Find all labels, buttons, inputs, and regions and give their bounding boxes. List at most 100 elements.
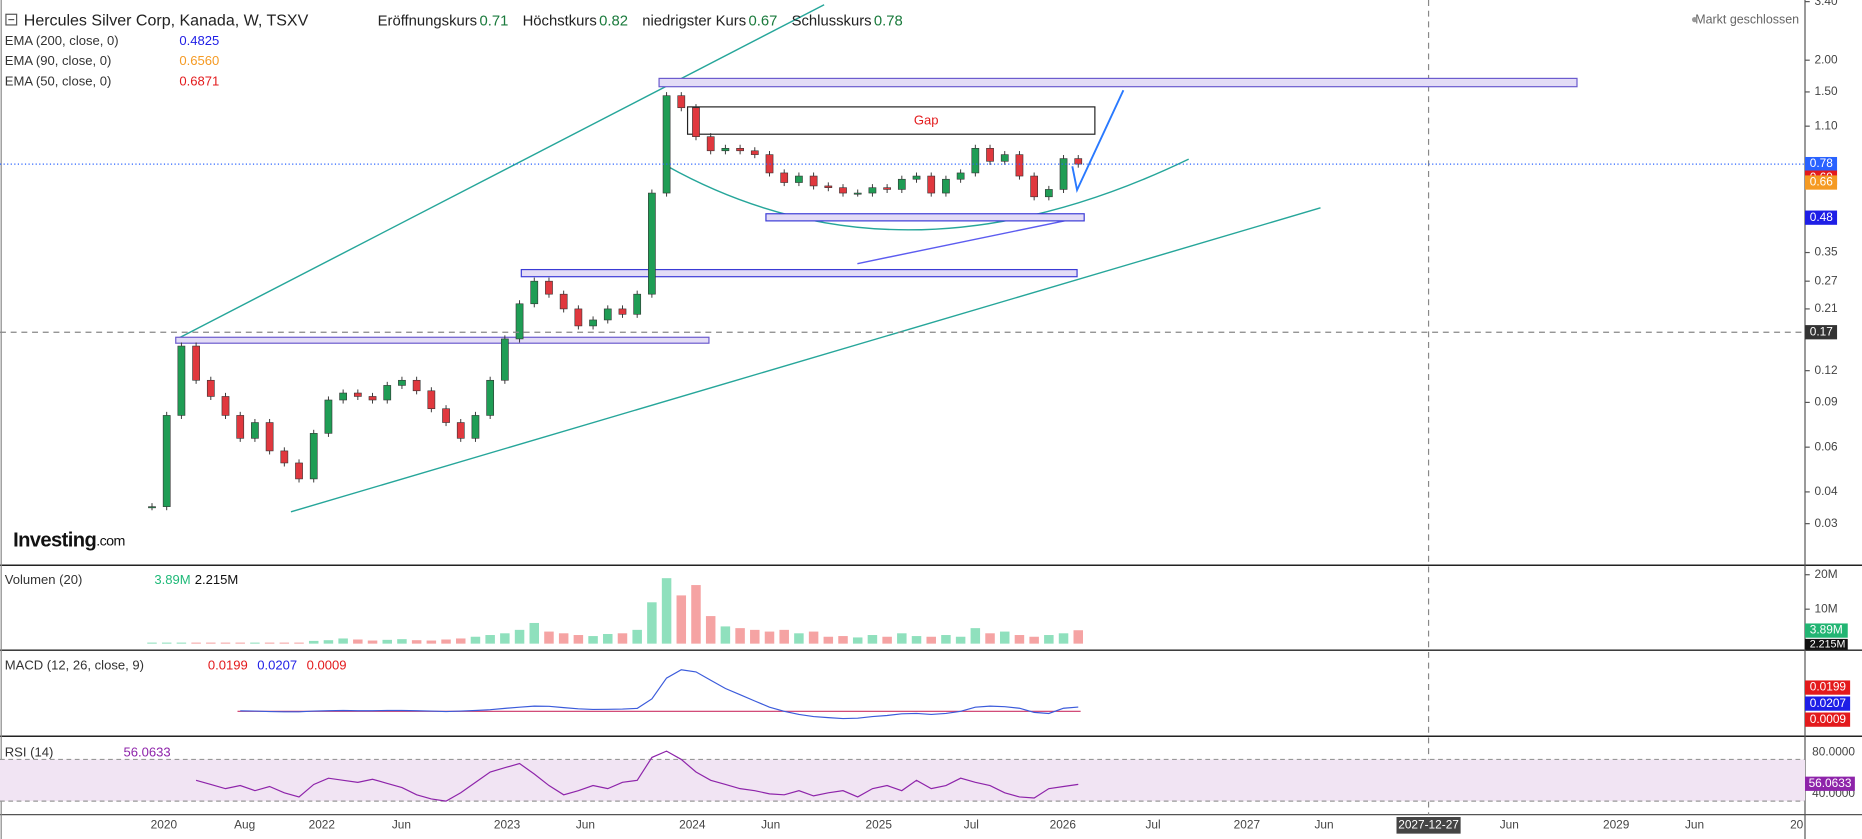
crosshair-date-tag — [1396, 817, 1461, 834]
indicator-label: EMA (200, close, 0) — [5, 33, 119, 48]
candle-body — [368, 396, 377, 401]
candle-body — [868, 187, 877, 194]
y-tick-label: 0.04 — [1815, 484, 1838, 498]
candle-body — [427, 390, 436, 410]
candle-body — [1059, 158, 1068, 190]
y-tick-label: 80.0000 — [1812, 744, 1855, 758]
candle-body — [530, 280, 539, 305]
macd-line — [240, 669, 1079, 720]
volume-bar — [470, 636, 481, 644]
price-tag — [1805, 156, 1838, 172]
x-tick-label: 20 — [1790, 817, 1804, 831]
macd-value: 0.0207 — [257, 658, 297, 673]
volume-bar — [191, 642, 201, 644]
volume-bar — [397, 639, 407, 644]
volume-bar — [485, 635, 495, 644]
candle-body — [942, 178, 950, 194]
volume-bar — [235, 642, 245, 644]
macd-tag-label: 0.0207 — [1810, 696, 1846, 710]
volume-tag — [1805, 623, 1848, 638]
candle-body — [824, 185, 833, 188]
volume-bar — [911, 636, 922, 644]
candle-body — [1044, 189, 1053, 198]
volume-bar — [588, 636, 598, 644]
rsi-tag — [1805, 776, 1855, 791]
candle-body — [853, 192, 862, 195]
gap-box — [686, 106, 1096, 135]
y-tick-label: 20M — [1815, 567, 1838, 581]
volume-bar — [691, 585, 701, 644]
market-status: Markt geschlossen — [1695, 13, 1799, 27]
volume-bar — [838, 636, 848, 644]
volume-bar — [603, 633, 613, 644]
logo: Investing.com — [13, 530, 125, 552]
candle-body — [309, 433, 318, 480]
candle-body — [618, 308, 627, 315]
candle-body — [897, 178, 906, 190]
price-tag-label: 0.66 — [1810, 175, 1833, 189]
x-tick-label: 2023 — [494, 817, 521, 831]
volume-bar — [382, 639, 392, 644]
x-tick-label: Aug — [234, 817, 255, 831]
y-tick-label: 1.50 — [1815, 84, 1838, 98]
volume-bar — [1014, 635, 1025, 644]
candle-body — [956, 172, 965, 180]
volume-bar — [985, 633, 995, 644]
candle-body — [221, 396, 230, 416]
candle-body — [148, 506, 156, 509]
volume-bar — [544, 631, 554, 644]
price-tag — [1805, 175, 1838, 190]
volume-bar — [808, 631, 819, 644]
volume-label: Volumen (20) — [5, 572, 83, 587]
volume-bar — [441, 639, 451, 644]
candle-body — [353, 392, 362, 397]
volume-bar — [617, 633, 628, 644]
y-tick-label: 0.09 — [1815, 395, 1838, 409]
candle-body — [162, 415, 171, 507]
candle-body — [515, 303, 524, 340]
volume-bar — [632, 629, 642, 644]
volume-bar — [573, 635, 584, 644]
volume-bar — [308, 640, 319, 644]
volume-tag-label: 3.89M — [1810, 623, 1843, 637]
quote-label: Schlusskurs — [792, 13, 872, 29]
price-tag-label: 0.78 — [1810, 156, 1833, 170]
volume-bar — [1073, 630, 1083, 644]
candle-body — [486, 379, 495, 416]
volume-bar — [161, 642, 172, 644]
candle-body — [442, 408, 450, 423]
x-tick-label: Jul — [1145, 817, 1160, 831]
indicator-label: EMA (50, close, 0) — [5, 73, 112, 88]
candle-body — [1030, 175, 1039, 198]
volume-bar — [852, 637, 863, 644]
macd-tag — [1805, 680, 1851, 695]
candle-body — [192, 345, 200, 381]
volume-bar — [955, 636, 966, 644]
volume-bar — [999, 631, 1010, 644]
quote-label: niedrigster Kurs — [642, 13, 746, 29]
quote-value: 0.82 — [599, 13, 628, 29]
macd-value: 0.0009 — [307, 658, 347, 673]
rsi-band — [0, 759, 1805, 802]
candle-body — [177, 345, 186, 416]
volume-bar — [705, 616, 716, 644]
candle-body — [280, 450, 289, 464]
volume-bar — [882, 636, 892, 644]
price-tag — [1805, 325, 1838, 340]
volume-bar — [220, 642, 231, 644]
quote-value: 0.71 — [479, 13, 508, 29]
collapse-icon[interactable] — [5, 13, 18, 26]
volume-bar — [941, 635, 951, 644]
crosshair-date-label: 2027-12-27 — [1398, 817, 1459, 831]
volume-bar — [294, 642, 304, 644]
volume-bar — [764, 631, 775, 644]
candle-body — [545, 280, 553, 295]
indicator-label: EMA (90, close, 0) — [5, 53, 112, 68]
ema-200-line — [857, 216, 1082, 265]
y-tick-label: 0.06 — [1815, 439, 1838, 453]
y-tick-label: 10M — [1815, 601, 1838, 615]
trend-line — [290, 207, 1321, 513]
volume-bar — [426, 640, 437, 644]
volume-bar — [264, 642, 275, 644]
